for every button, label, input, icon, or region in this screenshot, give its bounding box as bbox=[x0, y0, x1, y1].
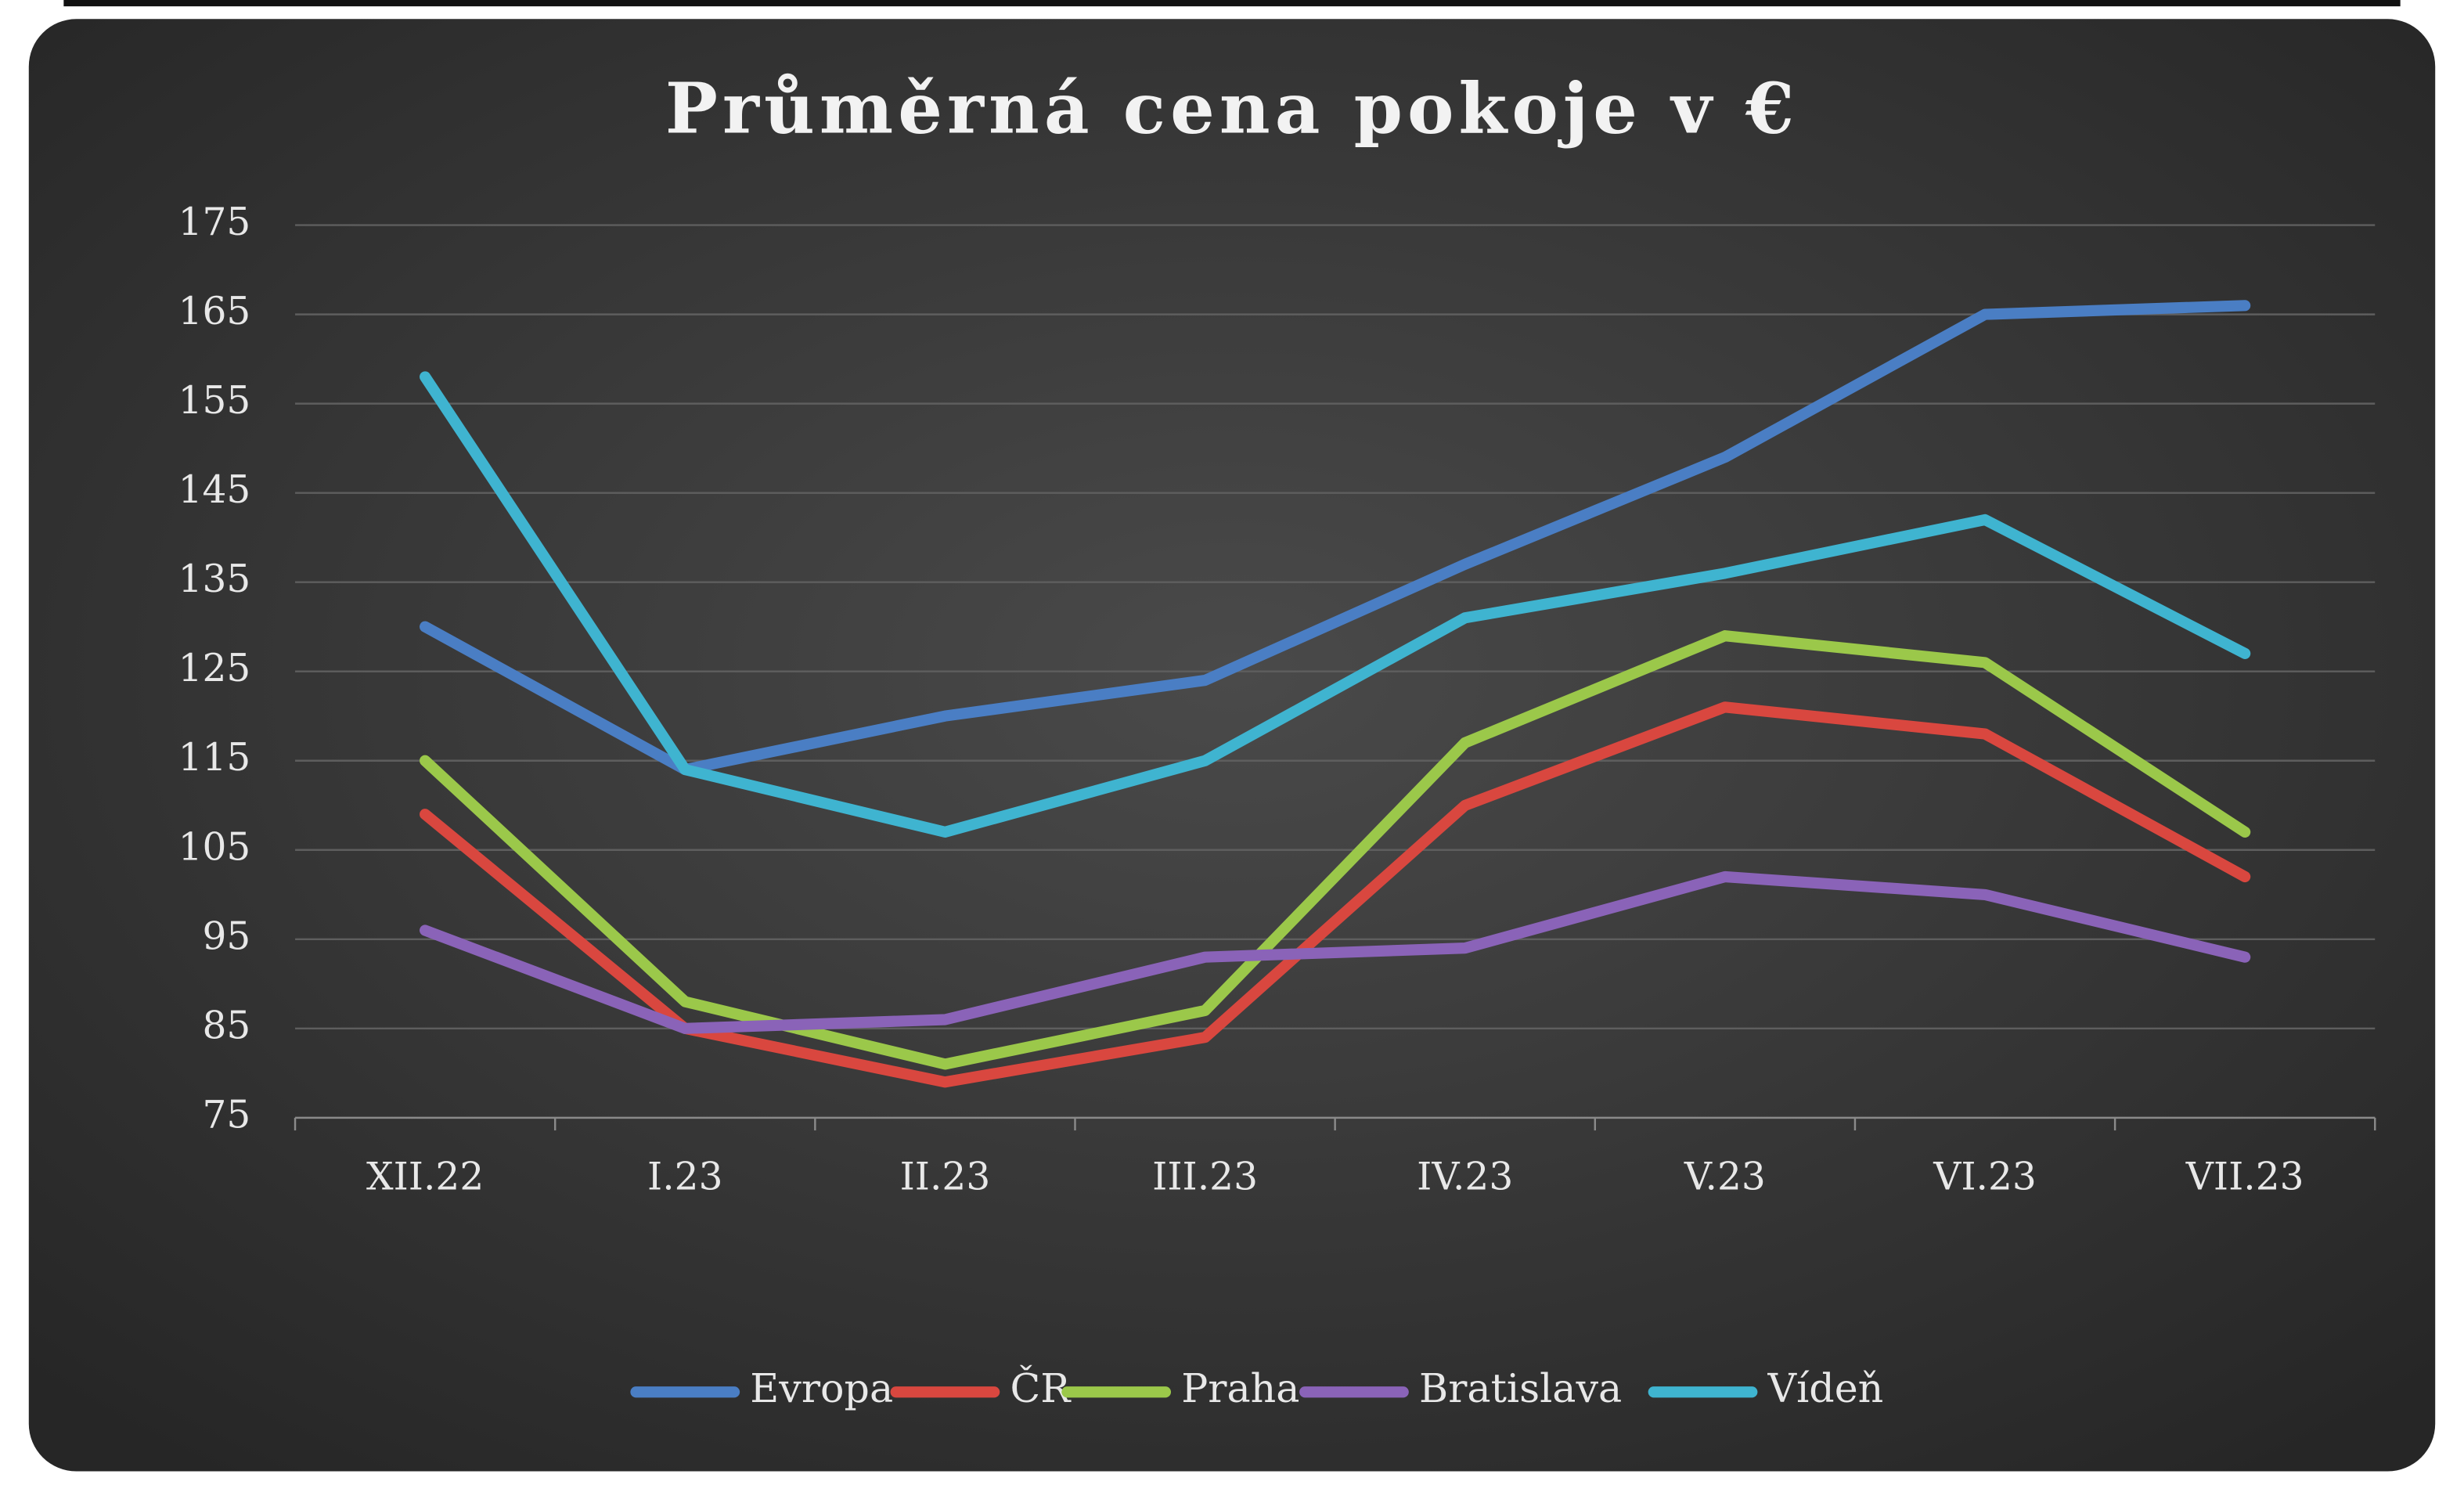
x-tick-label: XII.22 bbox=[366, 1155, 484, 1198]
legend-label: ČR bbox=[1010, 1365, 1072, 1411]
x-tick-label: VII.23 bbox=[2185, 1155, 2304, 1198]
x-tick-label: V.23 bbox=[1684, 1155, 1766, 1198]
series-line bbox=[420, 870, 2251, 1034]
y-tick-label: 135 bbox=[178, 557, 251, 601]
y-tick-label: 145 bbox=[178, 468, 251, 512]
series-line bbox=[420, 371, 2251, 838]
y-tick-label: 85 bbox=[202, 1004, 250, 1047]
y-tick-label: 175 bbox=[178, 200, 251, 244]
y-tick-label: 125 bbox=[178, 647, 251, 690]
series-line bbox=[420, 300, 2251, 776]
x-tick-label: II.23 bbox=[900, 1155, 991, 1198]
chart-title: Průměrná cena pokoje v € bbox=[665, 67, 1799, 150]
x-tick-label: IV.23 bbox=[1417, 1155, 1513, 1198]
y-tick-label: 155 bbox=[178, 379, 251, 423]
y-tick-label: 105 bbox=[178, 825, 251, 869]
top-rule bbox=[63, 0, 2401, 7]
x-tick-label: VI.23 bbox=[1933, 1155, 2037, 1198]
x-tick-label: III.23 bbox=[1152, 1155, 1258, 1198]
legend-label: Evropa bbox=[750, 1365, 893, 1411]
legend-label: Vídeň bbox=[1767, 1365, 1884, 1411]
x-tick-label: I.23 bbox=[647, 1155, 722, 1198]
y-tick-label: 165 bbox=[178, 290, 251, 333]
y-tick-label: 95 bbox=[202, 914, 250, 958]
y-tick-label: 115 bbox=[178, 736, 251, 780]
y-tick-label: 75 bbox=[202, 1093, 250, 1137]
legend-label: Praha bbox=[1181, 1365, 1299, 1411]
series-line bbox=[420, 630, 2251, 1070]
legend-label: Bratislava bbox=[1419, 1365, 1622, 1411]
series-line bbox=[420, 701, 2251, 1088]
